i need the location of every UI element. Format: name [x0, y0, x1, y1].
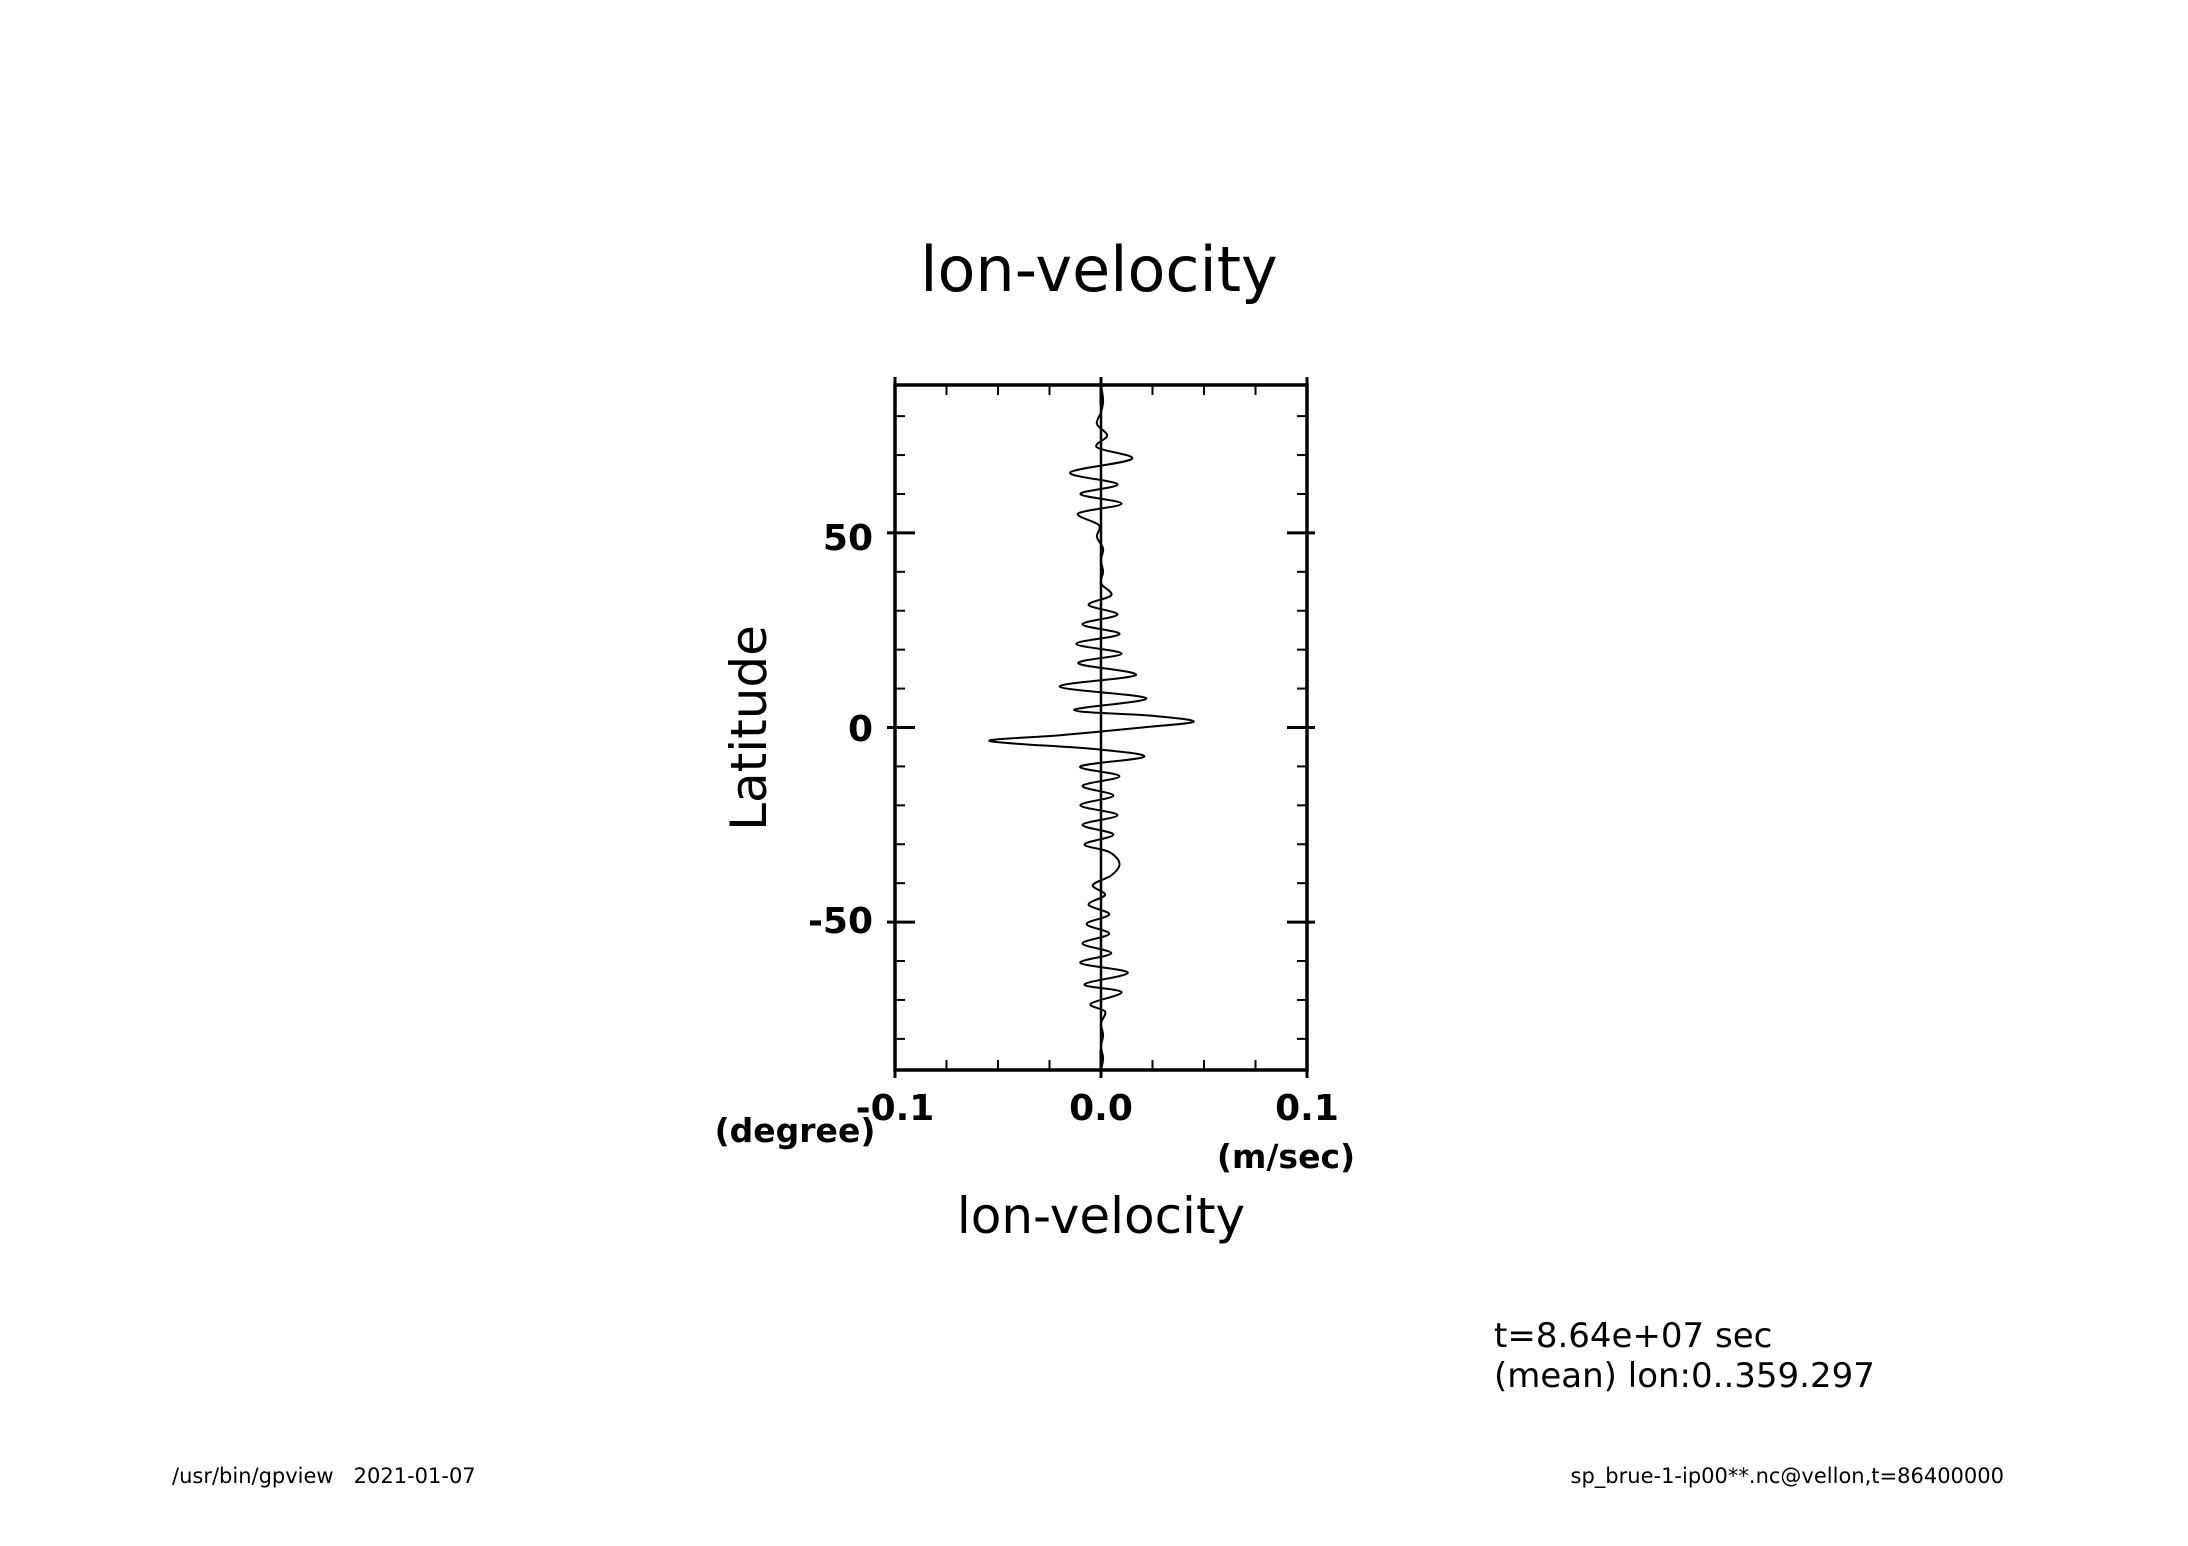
- ytick-label: -50: [808, 901, 873, 942]
- x-axis-title: lon-velocity: [957, 1187, 1245, 1245]
- ytick-label: 0: [848, 709, 873, 750]
- time-annotation: t=8.64e+07 sec: [1494, 1316, 1772, 1356]
- x-units-label: (m/sec): [1217, 1137, 1355, 1176]
- footer-right: sp_brue-1-ip00**.nc@vellon,t=86400000: [1571, 1464, 2004, 1489]
- xtick-label: 0.0: [1069, 1088, 1133, 1129]
- y-units-label: (degree): [715, 1111, 876, 1150]
- chart-title: lon-velocity: [920, 233, 1277, 306]
- plot-area: [887, 377, 1315, 1078]
- xtick-label: 0.1: [1275, 1088, 1339, 1129]
- series-line: [988, 384, 1195, 1071]
- x-minor-ticks: [945, 385, 1257, 1070]
- xtick-label: -0.1: [856, 1088, 935, 1129]
- mean-annotation: (mean) lon:0..359.297: [1494, 1356, 1875, 1396]
- y-major-ticks: [887, 531, 1315, 924]
- ytick-label: 50: [823, 518, 873, 559]
- y-minor-ticks: [895, 415, 1307, 1040]
- footer-left: /usr/bin/gpview 2021-01-07: [172, 1464, 476, 1488]
- y-axis-title: Latitude: [720, 625, 778, 831]
